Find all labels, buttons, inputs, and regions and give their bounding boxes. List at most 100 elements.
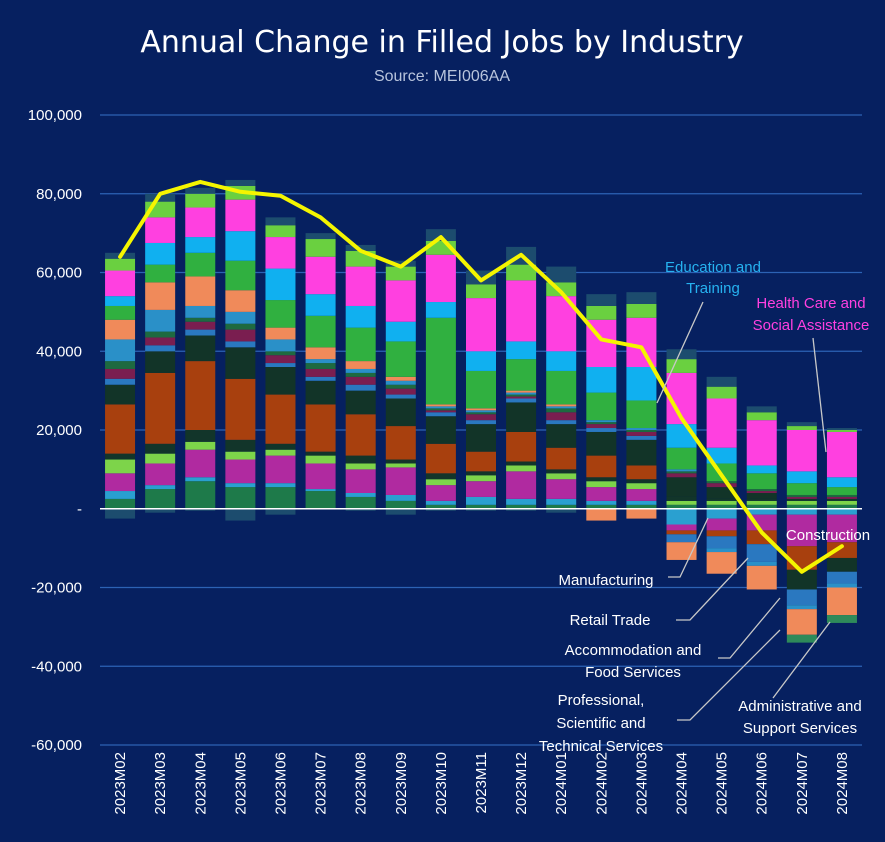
bar-segment <box>145 443 176 454</box>
bar-segment <box>466 410 496 413</box>
bar-segment <box>305 347 336 360</box>
bar-segment <box>746 544 777 562</box>
bar-segment <box>105 453 136 460</box>
bar-segment <box>145 337 176 346</box>
bar-segment <box>145 309 176 332</box>
bar-segment <box>105 270 136 297</box>
bar-segment <box>746 412 777 421</box>
bar-segment <box>305 368 336 377</box>
bar-segment <box>105 384 136 405</box>
bar-segment <box>626 465 657 480</box>
bar-segment <box>345 266 376 306</box>
bar-segment <box>145 193 176 202</box>
bar-segment <box>265 268 296 301</box>
bar-segment <box>506 465 537 472</box>
annotation-label: Support Services <box>743 720 857 737</box>
bar-segment <box>546 404 577 407</box>
bar-segment <box>666 359 697 373</box>
bar-segment <box>265 237 296 269</box>
bar-segment <box>265 327 296 340</box>
bar-segment <box>385 394 416 399</box>
y-tick-label: -40,000 <box>31 658 82 675</box>
bar-segment <box>185 430 216 442</box>
bar-segment <box>586 392 617 421</box>
bar-segment <box>185 276 216 306</box>
x-tick-label: 2023M11 <box>473 752 490 813</box>
bar-segment <box>786 498 817 501</box>
bar-segment <box>185 335 216 362</box>
bar-segment <box>706 552 737 574</box>
bar-segment <box>466 412 496 415</box>
bar-segment <box>385 266 416 281</box>
bar-segment <box>666 542 697 560</box>
bar-segment <box>746 498 777 501</box>
bar-segment <box>626 430 657 432</box>
bar-segment <box>666 471 697 474</box>
bar-segment <box>305 363 336 369</box>
bars <box>105 179 857 643</box>
bar-segment <box>706 498 737 501</box>
bar-segment <box>105 473 136 492</box>
bar-segment <box>385 321 416 342</box>
bar-segment <box>826 583 857 588</box>
y-axis: 100,000 80,000 60,000 40,000 20,000 - -20,000 -… <box>28 107 82 754</box>
bar-segment <box>826 430 857 432</box>
bar-segment <box>466 351 496 371</box>
bar-segment <box>385 508 416 515</box>
bar-segment <box>626 439 657 466</box>
bar-segment <box>666 504 697 509</box>
bar-segment <box>425 473 456 480</box>
bar-segment <box>466 508 496 511</box>
bar-segment <box>185 508 216 511</box>
bar-segment <box>265 483 296 488</box>
bar-segment <box>225 329 256 342</box>
bar-segment <box>305 489 336 492</box>
bar-segment <box>626 435 657 440</box>
bar-segment <box>345 455 376 464</box>
bar-segment <box>305 294 336 316</box>
bar-segment <box>666 477 697 497</box>
bar-segment <box>706 376 737 387</box>
bar-segment <box>225 459 256 484</box>
annotation-label: Health Care and <box>756 295 865 312</box>
bar-segment <box>746 561 777 566</box>
bar-segment <box>225 290 256 312</box>
bar-segment <box>385 459 416 464</box>
bar-segment <box>786 569 817 590</box>
bar-segment <box>265 443 296 450</box>
bar-segment <box>746 500 777 505</box>
x-tick-label: 2023M12 <box>513 752 530 815</box>
bar-segment <box>185 477 216 482</box>
bar-segment <box>265 300 296 328</box>
bar-segment <box>786 422 817 427</box>
bar-segment <box>425 412 456 417</box>
bar-segment <box>826 431 857 478</box>
bar-segment <box>385 384 416 389</box>
bar-segment <box>706 487 737 499</box>
bar-segment <box>305 233 336 240</box>
bar-segment <box>466 420 496 425</box>
bar-segment <box>385 260 416 267</box>
bar-segment <box>826 514 857 543</box>
bar-segment <box>425 443 456 474</box>
bar-segment <box>425 485 456 501</box>
bar-segment <box>145 351 176 373</box>
bar-segment <box>626 483 657 490</box>
bar-segment <box>706 530 737 537</box>
bar-segment <box>786 483 817 495</box>
bar-segment <box>385 280 416 322</box>
bar-segment <box>666 530 697 535</box>
annotation-label: Administrative and <box>738 698 861 715</box>
bar-segment <box>706 398 737 448</box>
bar-segment <box>826 615 857 623</box>
bar-segment <box>506 402 537 432</box>
bar-segment <box>265 449 296 456</box>
bar-segment <box>105 491 136 499</box>
bar-segment <box>345 463 376 470</box>
bar-segment <box>626 500 657 505</box>
bar-segment <box>506 394 537 397</box>
total-line <box>118 179 844 574</box>
bar-segment <box>586 367 617 393</box>
bar-segment <box>225 508 256 521</box>
bar-segment <box>546 406 577 409</box>
